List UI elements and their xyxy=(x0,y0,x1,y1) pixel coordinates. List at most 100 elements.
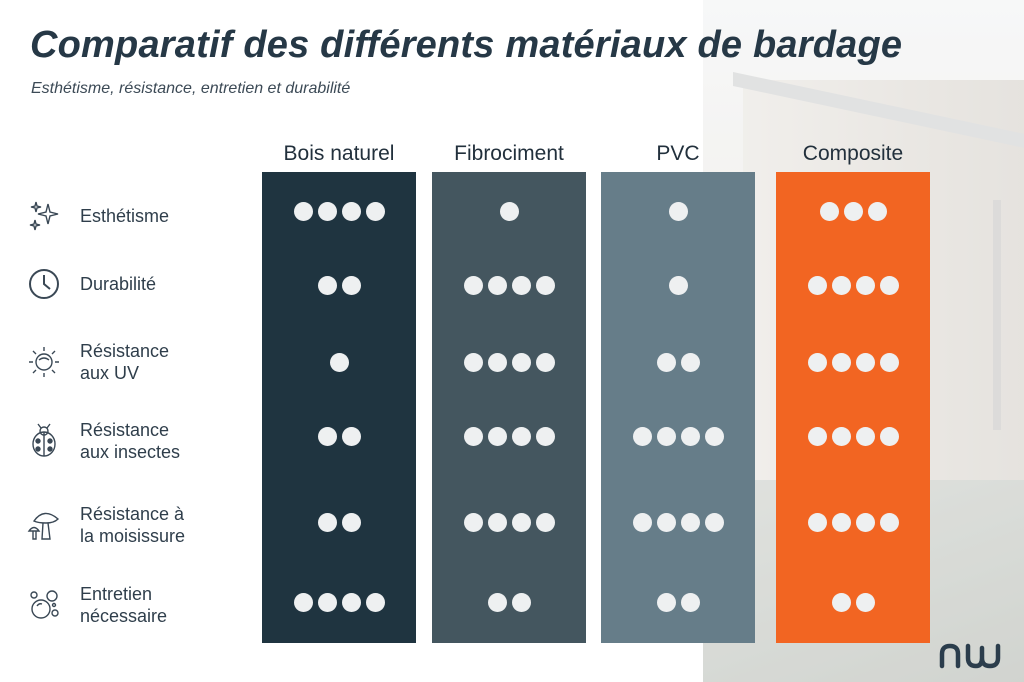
rating-dot xyxy=(511,512,531,532)
rating-dot xyxy=(843,201,863,221)
rating-dot xyxy=(855,592,875,612)
rating-dots xyxy=(601,592,755,612)
column-composite xyxy=(776,172,930,643)
rating-dot xyxy=(499,201,519,221)
rating-dot xyxy=(632,426,652,446)
rating-dot xyxy=(511,426,531,446)
row-label-entretien: Entretien nécessaire xyxy=(26,580,220,630)
rating-dot xyxy=(807,426,827,446)
rating-dots xyxy=(776,426,930,446)
sun-icon xyxy=(29,347,59,377)
rating-dot xyxy=(487,352,507,372)
rating-dot xyxy=(879,352,899,372)
rating-dot xyxy=(317,275,337,295)
rating-dots xyxy=(262,592,416,612)
rating-dot xyxy=(632,512,652,532)
column-pvc xyxy=(601,172,755,643)
row-label-line1: Résistance xyxy=(80,341,170,361)
rating-dot xyxy=(463,512,483,532)
rating-dot xyxy=(668,275,688,295)
row-label-durabilite: Durabilité xyxy=(26,259,220,309)
row-label-line1: Esthétisme xyxy=(80,206,170,226)
sparkles-icon xyxy=(29,201,59,231)
rating-dot xyxy=(879,426,899,446)
rating-dot xyxy=(855,275,875,295)
chart-title: Comparatif des différents matériaux de b… xyxy=(30,24,903,66)
rating-dot xyxy=(680,426,700,446)
rating-dot xyxy=(463,426,483,446)
rating-dot xyxy=(819,201,839,221)
rating-dot xyxy=(879,275,899,295)
rating-dot xyxy=(680,512,700,532)
rating-dot xyxy=(341,512,361,532)
row-label-line2: la moisissure xyxy=(80,526,186,546)
rating-dot xyxy=(704,512,724,532)
column-bois-naturel xyxy=(262,172,416,643)
rating-dot xyxy=(680,352,700,372)
rating-dots xyxy=(601,512,755,532)
rating-dot xyxy=(656,352,676,372)
rating-dot xyxy=(656,592,676,612)
rating-dots xyxy=(432,426,586,446)
rating-dot xyxy=(487,592,507,612)
rating-dot xyxy=(341,201,361,221)
rating-dots xyxy=(776,512,930,532)
rating-dot xyxy=(807,275,827,295)
rating-dots xyxy=(432,352,586,372)
rating-dot xyxy=(317,592,337,612)
rating-dot xyxy=(807,512,827,532)
row-label-esthetisme: Esthétisme xyxy=(26,191,220,241)
rating-dots xyxy=(432,201,586,221)
rating-dot xyxy=(511,592,531,612)
rating-dot xyxy=(535,275,555,295)
rating-dot xyxy=(317,426,337,446)
row-label-resistance-insectes: Résistance aux insectes xyxy=(26,416,220,466)
row-label-line1: Durabilité xyxy=(80,274,157,294)
column-header-bois: Bois naturel xyxy=(283,142,395,165)
rating-dot xyxy=(535,512,555,532)
column-header-pvc: PVC xyxy=(656,142,700,165)
column-header-fibrociment: Fibrociment xyxy=(454,142,564,165)
rating-dot xyxy=(831,592,851,612)
rating-dot xyxy=(487,275,507,295)
rating-dot xyxy=(511,275,531,295)
rating-dots xyxy=(601,201,755,221)
chart-subtitle: Esthétisme, résistance, entretien et dur… xyxy=(31,80,351,97)
rating-dots xyxy=(601,275,755,295)
rating-dots xyxy=(262,201,416,221)
rating-dots xyxy=(601,426,755,446)
rating-dot xyxy=(365,592,385,612)
rating-dots xyxy=(601,352,755,372)
mushroom-icon xyxy=(27,512,60,540)
rating-dot xyxy=(680,592,700,612)
rating-dot xyxy=(487,426,507,446)
rating-dots xyxy=(776,352,930,372)
rating-dot xyxy=(807,352,827,372)
row-label-resistance-uv: Résistance aux UV xyxy=(26,337,220,387)
rating-dot xyxy=(535,426,555,446)
rating-dot xyxy=(656,512,676,532)
bubbles-icon xyxy=(30,590,59,619)
column-fibrociment xyxy=(432,172,586,643)
rating-dot xyxy=(293,592,313,612)
rating-dots xyxy=(432,275,586,295)
rating-dot xyxy=(535,352,555,372)
rating-dots xyxy=(262,275,416,295)
rating-dot xyxy=(487,512,507,532)
rating-dot xyxy=(293,201,313,221)
rating-dot xyxy=(341,275,361,295)
rating-dot xyxy=(831,275,851,295)
rating-dot xyxy=(831,352,851,372)
column-header-composite: Composite xyxy=(802,142,904,165)
rating-dots xyxy=(432,592,586,612)
rating-dot xyxy=(656,426,676,446)
rating-dot xyxy=(855,426,875,446)
rating-dot xyxy=(831,512,851,532)
rating-dot xyxy=(341,592,361,612)
rating-dot xyxy=(341,426,361,446)
rating-dots xyxy=(262,512,416,532)
row-label-line1: Entretien xyxy=(80,584,153,604)
brand-logo xyxy=(939,643,1001,669)
rating-dot xyxy=(668,201,688,221)
ladybug-icon xyxy=(32,423,56,457)
